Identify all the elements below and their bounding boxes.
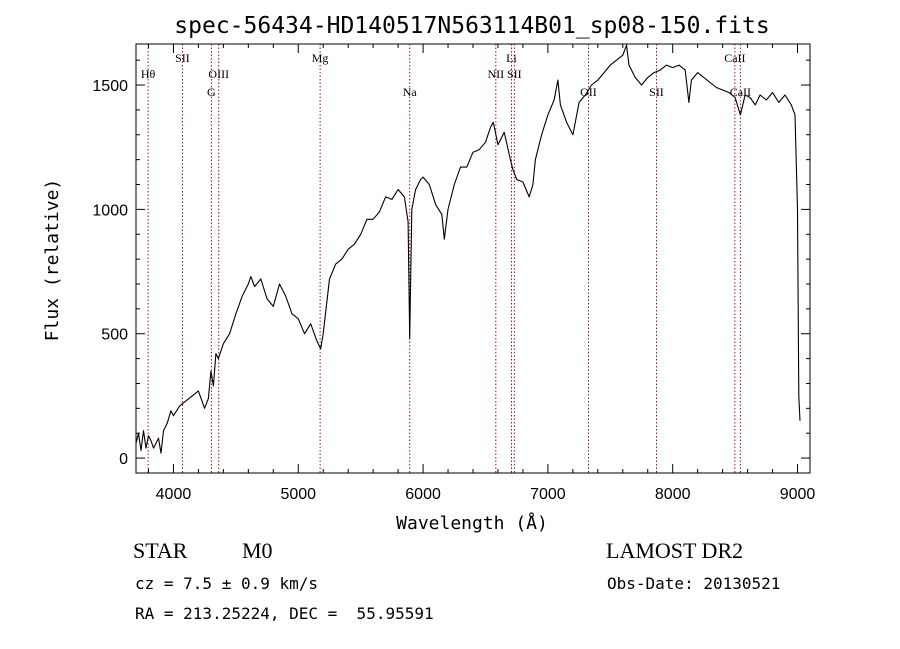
spectral-line-label: SII [175,51,190,65]
class-label: STAR [133,538,188,563]
spectral-line-label: Mg [312,51,329,65]
subclass-label: M0 [242,538,273,563]
x-axis: 4000 5000 6000 7000 8000 9000 [147,44,816,503]
spectral-line-label: Hθ [141,67,156,81]
y-tick-label: 1000 [92,202,128,219]
x-tick-label: 7000 [530,486,566,503]
spectral-line-label: OIII [208,67,229,81]
spectral-line-label: NII [488,67,505,81]
spectrum-series-line [135,44,801,454]
plot-frame [135,43,811,474]
y-axis: 0 500 1000 1500 [92,59,810,468]
y-tick-label: 0 [119,451,128,468]
x-tick-label: 5000 [280,486,316,503]
x-axis-label: Wavelength (Å) [396,512,548,534]
y-tick-label: 500 [101,327,128,344]
x-tick-label: 9000 [780,486,816,503]
spectral-line-label: SII [507,67,522,81]
spectral-line-label: Na [403,85,418,99]
spectral-line-label: OII [580,85,597,99]
x-tick-label: 4000 [156,486,192,503]
y-tick-label: 1500 [92,78,128,95]
spectral-line-label: SII [649,85,664,99]
chart-title: spec-56434-HD140517N563114B01_sp08-150.f… [174,13,769,39]
redshift-text: cz = 7.5 ± 0.9 km/s [135,574,319,593]
x-tick-label: 6000 [405,486,441,503]
spectral-line-label: G [207,85,216,99]
obs-date-text: Obs-Date: 20130521 [607,574,781,593]
y-axis-label: Flux (relative) [42,179,63,342]
survey-label: LAMOST DR2 [606,538,744,563]
x-tick-label: 8000 [655,486,691,503]
spectral-line-label: CaII [724,51,745,65]
spectral-line-label: Li [506,51,517,65]
coordinates-text: RA = 213.25224, DEC = 55.95591 [135,604,434,623]
spectral-lines [147,44,741,473]
